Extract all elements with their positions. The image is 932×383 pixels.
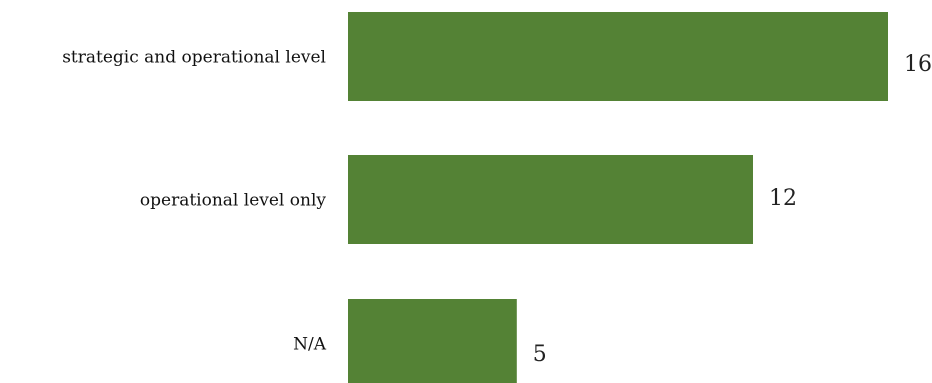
category-label-n-a: N/A [293, 335, 327, 355]
value-label-strategic-and-operational-level: 16 [904, 52, 932, 77]
bar-operational-level-only [348, 155, 753, 244]
category-label-operational-level-only: operational level only [140, 191, 326, 211]
value-label-n-a: 5 [533, 342, 547, 367]
bar-strategic-and-operational-level [348, 12, 888, 101]
value-labels-group: 16 12 5 [533, 52, 932, 367]
value-label-operational-level-only: 12 [769, 186, 797, 211]
bars-group [348, 12, 888, 383]
bar-n-a [348, 299, 517, 383]
category-label-strategic-and-operational-level: strategic and operational level [62, 48, 326, 68]
category-labels-group: strategic and operational level operation… [62, 48, 327, 355]
